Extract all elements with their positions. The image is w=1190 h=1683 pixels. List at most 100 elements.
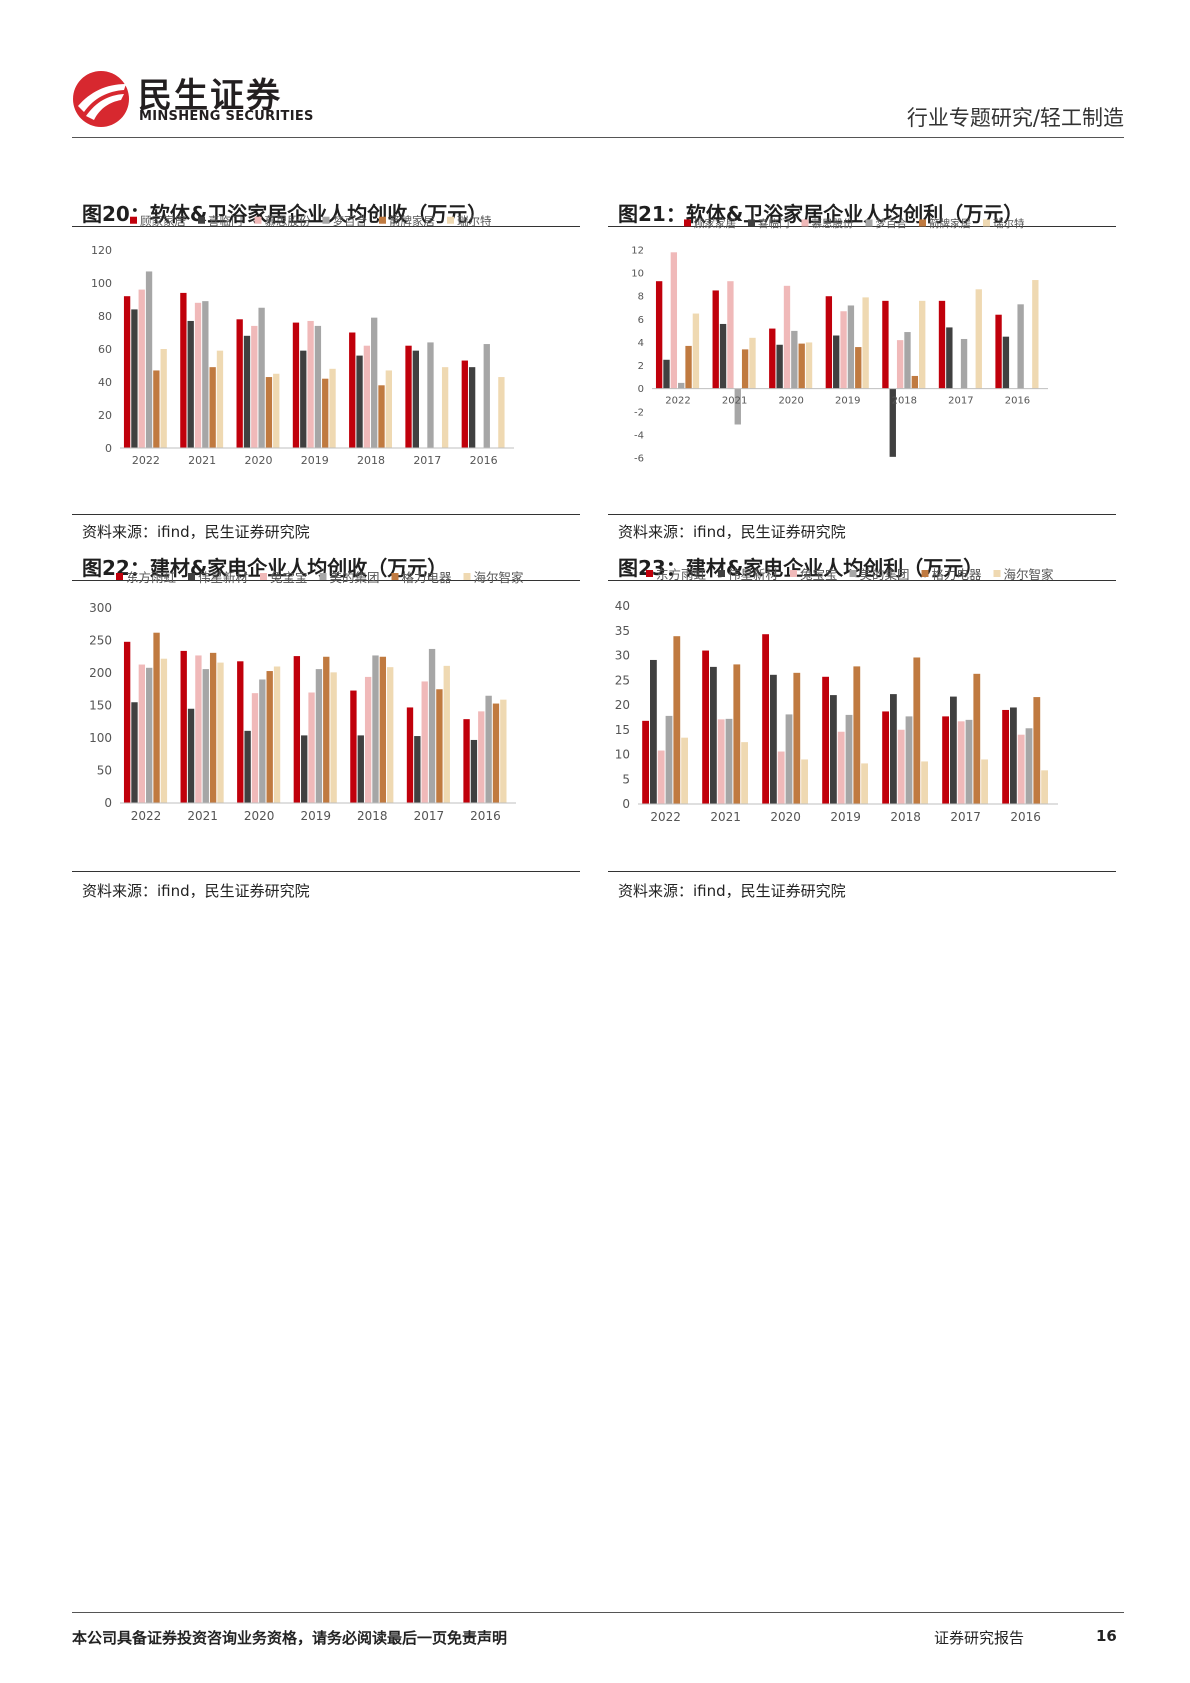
y-axis: 0 50 100 150 200 250 300 [89,601,112,810]
legend-item: 海尔智家 [463,570,524,585]
bar-chart-revenue-per-capita-soft: 顾家家居 喜临门 慕思股份 梦百合 箭牌家居 瑞尔特 0 20 40 60 80 100 120 2022… [91,214,514,467]
y-tick-label: -4 [634,430,644,441]
bar [904,332,911,389]
brand-name-en: MINSHENG SECURITIES [139,109,314,124]
bar [734,388,741,425]
legend-swatch [188,573,195,580]
x-tick-label: 2021 [722,396,747,407]
x-axis: 2022 2021 2020 2019 2018 2017 2016 [131,809,501,823]
legend-label: 海尔智家 [1004,567,1055,582]
y-tick-label: 60 [98,343,112,356]
legend-swatch [322,216,330,224]
legend-swatch [260,573,267,580]
bar [853,666,861,804]
bar [1041,770,1048,804]
bar [776,344,783,389]
bar [217,662,224,803]
bar [862,297,869,389]
bar [428,648,436,803]
x-tick-label: 2016 [470,454,498,467]
bar [822,676,829,804]
y-axis: -6 -4 -2 0 2 4 6 8 10 12 [631,246,644,465]
legend-item: 东方雨虹 [646,567,707,582]
y-tick-label: 150 [89,699,112,713]
bar [882,711,889,804]
legend-label: 东方雨虹 [656,567,707,582]
bar [825,296,833,389]
bar [861,763,868,804]
x-tick-label: 2021 [710,810,741,824]
bar [180,292,187,448]
legend-swatch [116,573,123,580]
bar [187,708,195,803]
legend-label: 箭牌家居 [929,217,971,230]
bar [1033,697,1041,804]
legend-item: 梦百合 [322,214,368,228]
bar [485,695,492,803]
figure-source: 资料来源：ifind，民生证券研究院 [82,523,310,541]
title-divider [72,580,580,581]
bar [273,666,281,803]
bar [216,350,224,448]
bar [749,337,756,389]
bar-chart-profit-per-capita-soft: 顾家家居 喜临门 慕思股份 梦百合 箭牌家居 瑞尔特 -6 -4 -2 0 2 4 6 8 10 12 2022… [631,217,1048,465]
page-number: 16 [1096,1627,1117,1645]
x-axis: 2022 2021 2020 2019 2018 2017 2016 [650,810,1041,824]
bar [897,729,905,804]
y-tick-label: -2 [634,407,644,418]
bar [372,655,379,803]
bar [244,730,251,803]
bar [138,664,146,803]
y-tick-label: 6 [638,315,644,326]
bar [259,679,266,803]
bar [160,658,168,803]
bar-chart-profit-per-capita-building: 东方雨虹 伟星新材 兔宝宝 美的集团 格力电器 海尔智家 0 5 10 15 20 25 30 35 40 2… [615,567,1058,824]
legend-item: 美的集团 [319,570,380,585]
x-tick-label: 2018 [357,454,385,467]
y-tick-label: 0 [104,796,112,810]
legend-swatch [865,219,873,227]
title-divider [72,226,580,227]
bar [793,672,801,804]
bar [847,305,855,389]
bar [960,338,968,389]
figure-source: 资料来源：ifind，民生证券研究院 [618,882,846,900]
legend-label: 顾家家居 [694,217,736,230]
bar [678,382,685,389]
bar [921,761,928,804]
legend-label: 伟星新材 [728,567,778,582]
bar [123,296,131,448]
y-tick-label: 20 [98,409,112,422]
bar [421,681,428,803]
bar [712,290,719,389]
footer-doc-type: 证券研究报告 [934,1629,1025,1647]
legend-label: 梦百合 [333,214,368,228]
bar [692,313,700,389]
bar [1032,280,1039,389]
bar [889,388,896,457]
legend-label: 东方雨虹 [126,570,177,585]
bar [1010,707,1017,804]
bar [642,720,649,804]
bar [202,301,209,448]
bar [973,673,981,804]
x-axis: 2022 2021 2020 2019 2018 2017 2016 [665,396,1030,407]
bar [379,656,387,803]
bar [733,664,741,804]
bar [307,320,314,448]
bar [330,672,337,803]
legend-label: 喜临门 [758,217,790,230]
legend-item: 瑞尔特 [447,214,492,228]
x-tick-label: 2017 [414,809,445,823]
legend-swatch [849,570,857,577]
bar [1002,709,1009,804]
legend-item: 海尔智家 [993,567,1055,582]
bar [905,716,913,804]
bar [942,716,949,804]
x-tick-label: 2017 [948,396,973,407]
bar [405,345,412,448]
bar [153,632,160,803]
bar [965,719,973,804]
x-tick-label: 2016 [1010,810,1041,824]
figure-22: 图22：建材&家电企业人均创收（万元） 东方雨虹 伟星新材 兔宝宝 美的集团 格力电器海… [72,552,580,900]
